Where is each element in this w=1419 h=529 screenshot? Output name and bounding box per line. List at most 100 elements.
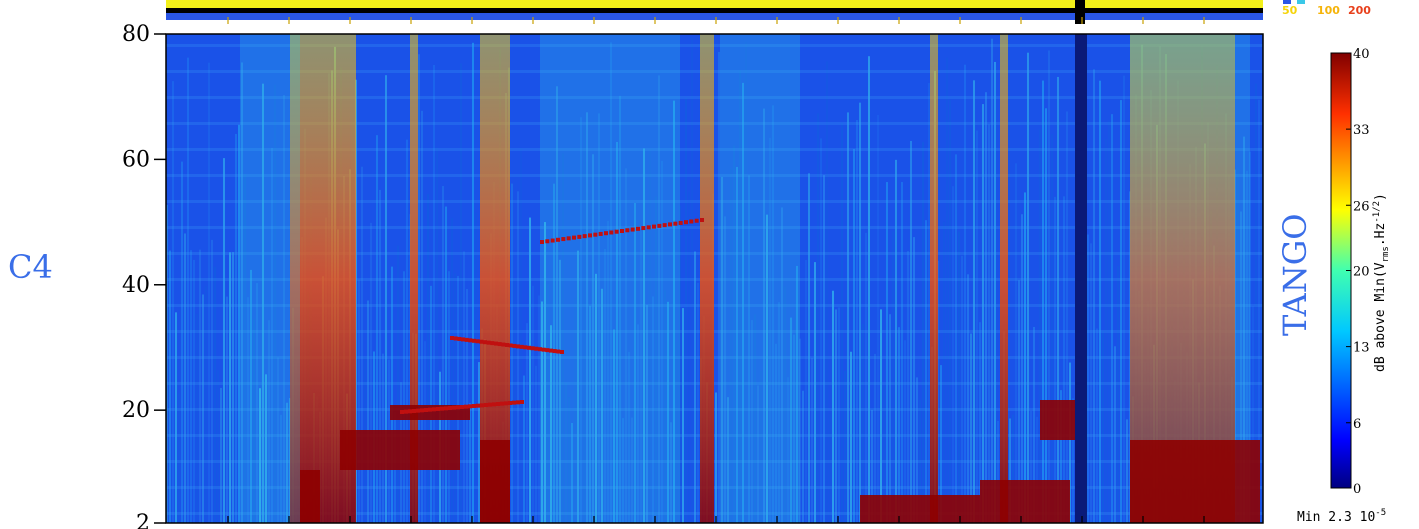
tracer-dot — [479, 339, 484, 344]
spectrum-column — [592, 154, 594, 523]
spectrum-column — [1045, 108, 1047, 523]
tracer-dot — [552, 349, 557, 354]
tracer-dot — [577, 234, 582, 239]
tracer-dot — [464, 404, 468, 409]
spectrum-column — [928, 83, 930, 523]
tracer-dot — [444, 406, 448, 411]
spectrum-column — [184, 233, 186, 523]
spectrum-column — [1258, 99, 1260, 524]
burst-band — [1000, 34, 1008, 523]
spectrum-column — [511, 183, 513, 523]
spectrum-column — [976, 130, 978, 524]
spectrum-column — [967, 274, 969, 523]
spectrum-column — [916, 377, 918, 523]
spectrum-column — [589, 305, 591, 523]
mini-legend-200: 200 — [1348, 4, 1371, 17]
spectrum-column — [973, 80, 975, 523]
spectrum-column — [1063, 196, 1065, 523]
spectrum-column — [1012, 414, 1014, 523]
spectrum-column — [793, 334, 795, 523]
tracer-dot — [508, 343, 513, 348]
tracer-dot — [456, 405, 460, 410]
spectrum-column — [865, 232, 867, 523]
spectrum-column — [970, 333, 972, 523]
spectrum-column — [208, 62, 210, 523]
spectrum-row — [166, 512, 1263, 515]
spectrum-row — [166, 408, 1263, 411]
spectrum-column — [469, 403, 471, 523]
tracer-dot — [572, 235, 576, 240]
tracer-dot — [598, 231, 603, 236]
spectrum-column — [748, 175, 750, 523]
tracer-dot — [609, 230, 614, 235]
spectrum-column — [844, 371, 846, 523]
tracer-dot — [404, 409, 408, 414]
spectrum-column — [955, 154, 957, 523]
spectrum-row — [166, 200, 1263, 203]
spectrum-column — [961, 255, 963, 523]
spectrum-column — [817, 113, 819, 523]
tracer-dot — [450, 336, 454, 340]
y-tick-label: 40 — [122, 273, 150, 298]
spectrum-column — [283, 94, 285, 523]
spectrum-row — [166, 148, 1263, 151]
high-intensity-patch — [480, 440, 510, 523]
tracer-dot — [523, 345, 528, 350]
spectrum-column — [1054, 196, 1056, 524]
tracer-dot — [538, 347, 542, 352]
spectrum-column — [613, 329, 615, 523]
spectrum-column — [637, 324, 639, 523]
spectrum-column — [766, 214, 768, 523]
tracer-dot — [630, 227, 635, 232]
tracer-dot — [497, 342, 502, 347]
tracer-dot — [500, 401, 504, 406]
mini-legend-50: 50 — [1282, 4, 1298, 17]
spectrum-column — [676, 341, 678, 523]
tracer-dot — [504, 401, 508, 406]
spectrum-column — [472, 42, 474, 523]
spectrum-column — [436, 147, 438, 523]
spectrum-column — [229, 252, 231, 523]
spectrum-column — [535, 365, 537, 523]
spectrum-column — [658, 75, 660, 523]
spectrum-column — [427, 194, 429, 523]
tracer-dot — [432, 407, 436, 412]
tracer-dot — [694, 218, 699, 223]
spectrum-column — [448, 271, 450, 523]
spectrum-column — [268, 320, 270, 523]
spectrum-column — [1123, 75, 1125, 523]
spectrum-column — [964, 64, 966, 523]
spectrum-column — [1246, 170, 1248, 523]
tracer-dot — [519, 344, 524, 349]
spectrum-column — [451, 217, 453, 524]
spectrum-column — [832, 290, 834, 523]
spectrum-column — [1093, 69, 1095, 523]
spectrum-column — [286, 402, 288, 523]
spectrum-column — [202, 294, 204, 523]
spectrum-column — [895, 159, 897, 524]
spectrum-column — [694, 251, 696, 523]
spectrum-column — [463, 251, 465, 523]
spectrum-column — [1120, 100, 1122, 523]
tracer-dot — [646, 225, 651, 230]
tracer-dot — [657, 223, 662, 228]
tracer-dot — [452, 405, 456, 410]
spectrum-column — [232, 252, 234, 524]
spectrum-column — [1018, 280, 1020, 523]
spectrum-column — [166, 204, 168, 523]
spectrum-column — [862, 323, 864, 523]
spectrum-column — [1252, 306, 1254, 523]
broadband-region — [240, 34, 300, 523]
spectrum-column — [187, 57, 189, 523]
spectrum-column — [661, 160, 663, 524]
spectrum-column — [673, 100, 675, 523]
spectrum-row — [166, 226, 1263, 229]
tracer-dot — [560, 350, 564, 354]
burst-band — [410, 34, 418, 523]
colorbar-title: dB above Min(Vrms.Hz-1/2) — [1372, 193, 1391, 372]
spectrum-row — [166, 122, 1263, 125]
spectrum-row — [166, 96, 1263, 99]
spectrum-row — [166, 460, 1263, 463]
spectrum-column — [730, 168, 732, 523]
